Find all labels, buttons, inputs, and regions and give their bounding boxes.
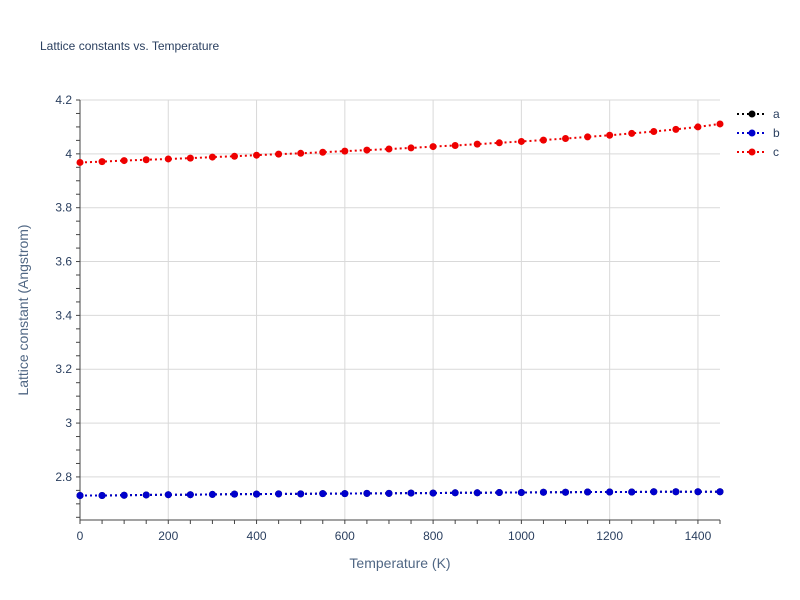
series-c-point (120, 157, 128, 165)
legend-item-c[interactable]: c (737, 145, 779, 159)
legend-marker (748, 129, 756, 137)
x-tick-label: 1000 (508, 529, 535, 543)
series-c-point (407, 144, 415, 152)
series-c-point (385, 145, 393, 153)
series-c-line (79, 122, 721, 164)
series-c-point (539, 136, 547, 144)
legend-label: b (773, 126, 780, 140)
series-c-point (208, 153, 216, 161)
series-b-point (186, 491, 194, 499)
chart-title: Lattice constants vs. Temperature (40, 39, 220, 53)
series-c-point (319, 148, 327, 156)
y-tick-label: 2.8 (55, 470, 72, 484)
series-c-point (429, 143, 437, 151)
series-c-point (230, 152, 238, 160)
series-c-point (98, 158, 106, 166)
series-b-point (672, 488, 680, 496)
series-b-point (451, 489, 459, 497)
x-tick-label: 1200 (596, 529, 623, 543)
legend-label: c (773, 145, 779, 159)
series-b-point (407, 489, 415, 497)
series-b-point (650, 488, 658, 496)
series-b (76, 488, 724, 499)
series-c-point (517, 137, 525, 145)
series-c-point (628, 129, 636, 137)
series-c-point (584, 133, 592, 141)
series-b-point (539, 488, 547, 496)
x-axis-title: Temperature (K) (349, 555, 450, 571)
series-b-point (319, 490, 327, 498)
series-b-point (429, 489, 437, 497)
series-c-point (297, 149, 305, 157)
series-b-point (473, 489, 481, 497)
series-c-point (716, 120, 724, 128)
series-group (76, 120, 724, 499)
legend-item-a[interactable]: a (737, 107, 780, 121)
legend[interactable]: abc (737, 107, 780, 159)
series-b-point (628, 488, 636, 496)
series-c-point (341, 147, 349, 155)
series-c-point (142, 156, 150, 164)
x-tick-label: 600 (335, 529, 355, 543)
series-b-point (76, 492, 84, 499)
grid (79, 99, 720, 520)
series-b-point (562, 488, 570, 496)
series-c-point (495, 139, 503, 147)
series-b-point (363, 489, 371, 497)
series-c-point (473, 140, 481, 148)
series-b-point (694, 488, 702, 496)
y-tick-label: 4 (65, 147, 72, 161)
series-c (76, 120, 724, 166)
series-c-point (275, 150, 283, 158)
x-tick-label: 800 (423, 529, 443, 543)
series-c-point (606, 131, 614, 139)
series-b-point (385, 489, 393, 497)
legend-marker (748, 110, 756, 118)
series-c-point (253, 151, 261, 159)
series-c-point (650, 128, 658, 135)
series-b-point (606, 488, 614, 496)
legend-item-b[interactable]: b (737, 126, 780, 140)
series-b-point (584, 488, 592, 496)
x-tick-label: 0 (77, 529, 84, 543)
series-b-point (495, 489, 503, 497)
x-tick-label: 1400 (685, 529, 712, 543)
series-b-point (275, 490, 283, 498)
series-c-point (451, 142, 459, 149)
series-c-point (164, 155, 172, 163)
series-b-point (164, 491, 172, 499)
series-b-point (716, 488, 724, 496)
series-b-point (341, 490, 349, 498)
y-tick-label: 3.2 (55, 362, 72, 376)
y-tick-label: 3.6 (55, 255, 72, 269)
y-tick-label: 4.2 (55, 93, 72, 107)
series-c-point (672, 125, 680, 133)
legend-label: a (773, 107, 780, 121)
series-b-point (253, 490, 261, 498)
y-tick-label: 3.4 (55, 308, 72, 322)
series-c-point (186, 154, 194, 162)
series-c-point (562, 135, 570, 142)
series-c-point (363, 146, 371, 154)
series-b-point (208, 490, 216, 498)
series-c-point (694, 123, 702, 131)
x-tick-label: 400 (247, 529, 267, 543)
series-b-point (517, 489, 525, 497)
y-axis-title: Lattice constant (Angstrom) (15, 224, 31, 395)
series-c-point (76, 158, 84, 166)
y-tick-label: 3 (65, 416, 72, 430)
axes: 2.8 3 3.2 3.4 3.6 3.8 4 4.2 0 200 400 600 800 1000 120… (55, 93, 721, 543)
y-tick-label: 3.8 (55, 201, 72, 215)
x-tick-label: 200 (158, 529, 178, 543)
series-b-point (98, 492, 106, 499)
series-b-line (80, 490, 720, 497)
series-b-point (142, 491, 150, 499)
series-b-point (120, 491, 128, 499)
series-b-point (297, 490, 305, 498)
legend-marker (748, 148, 756, 156)
series-b-point (230, 490, 238, 498)
